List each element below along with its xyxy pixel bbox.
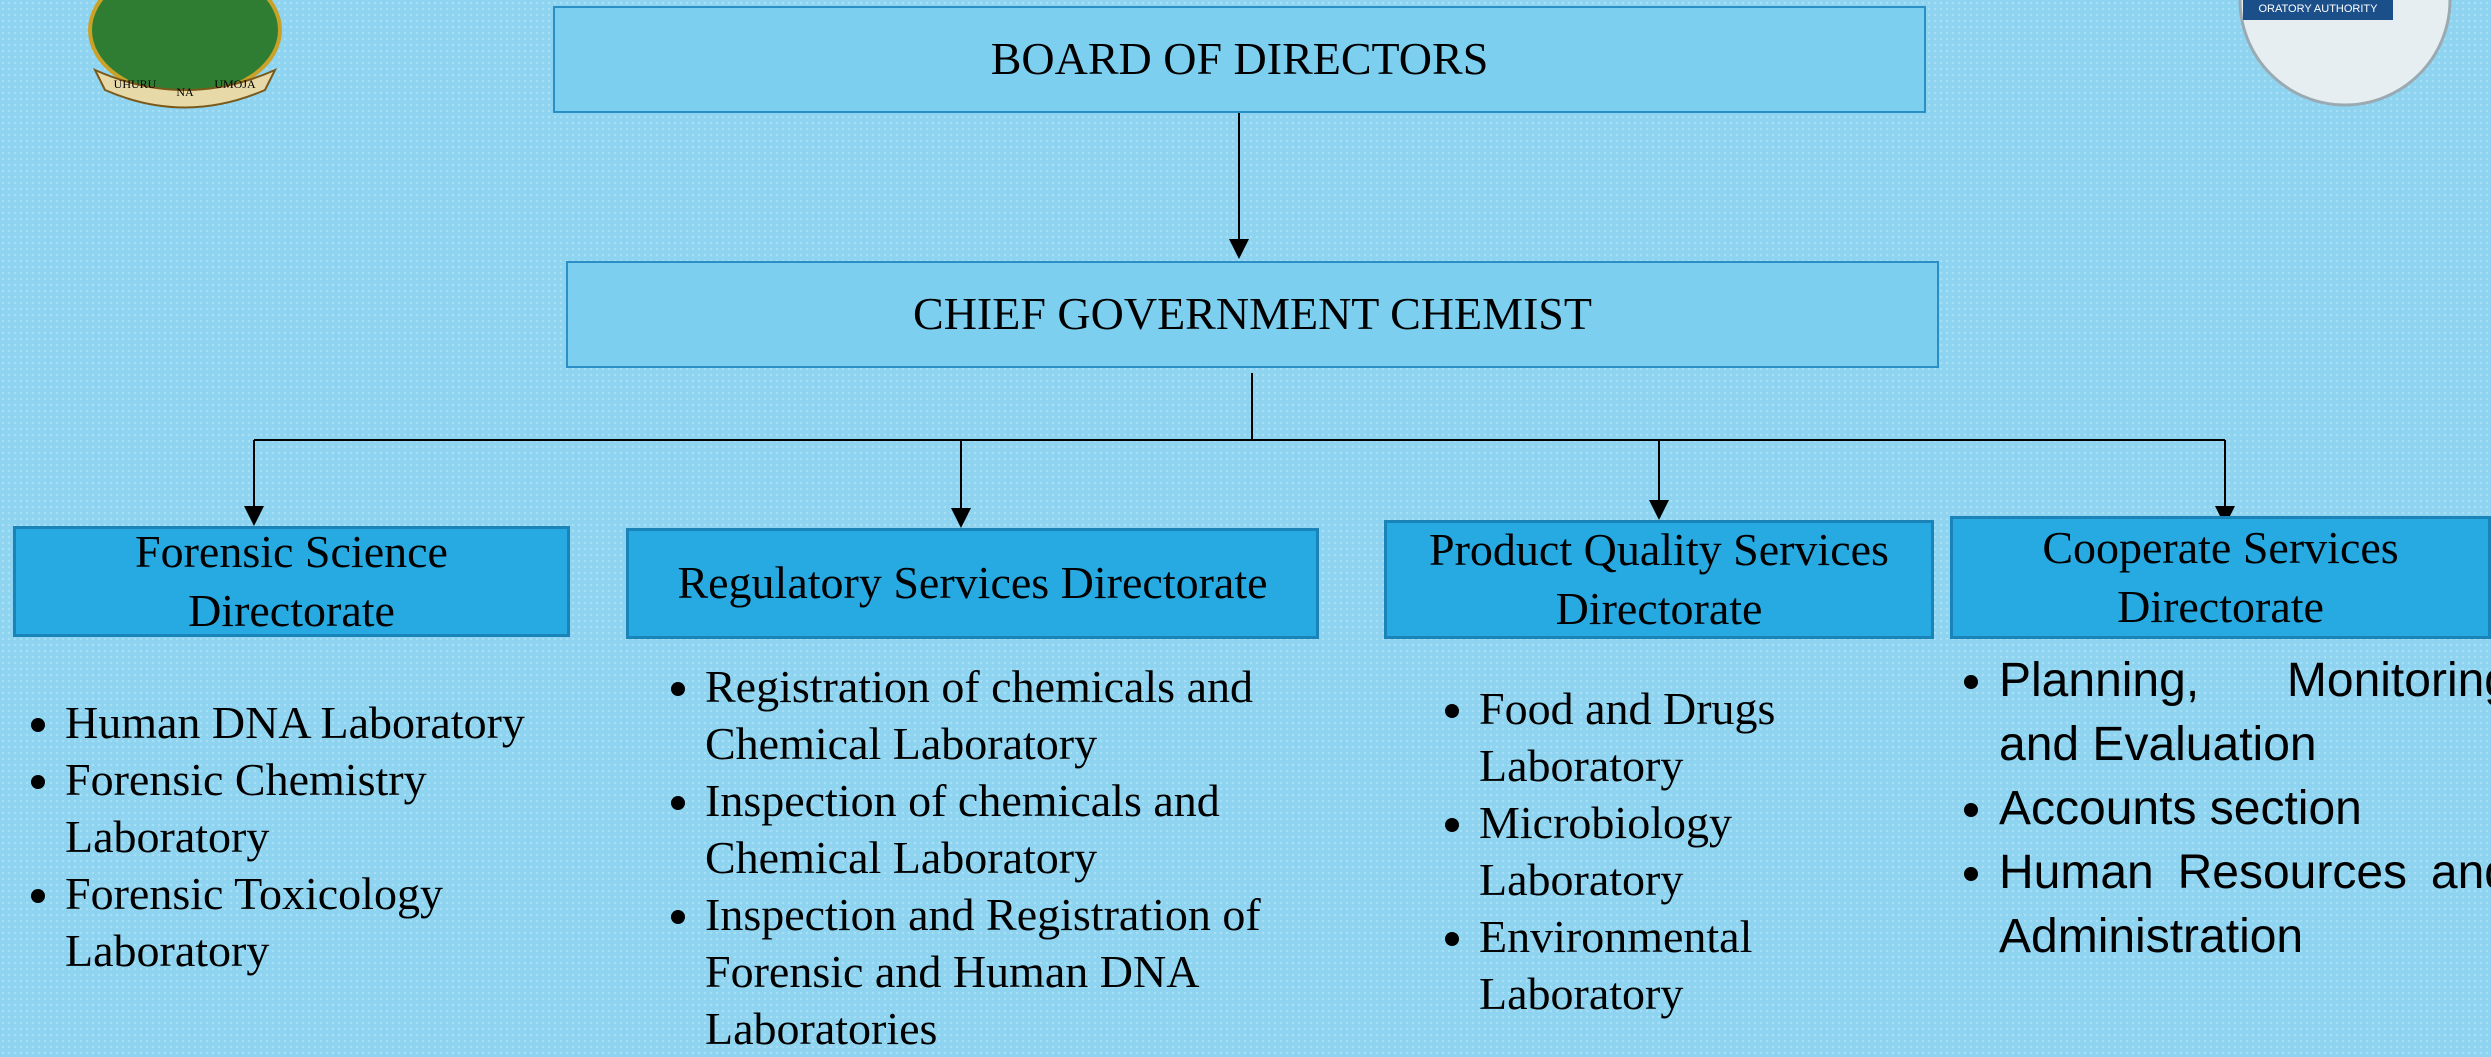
list-item: Microbiology Laboratory (1479, 794, 1869, 908)
list-item: Human DNA Laboratory (65, 694, 605, 751)
logo-left: UHURU NA UMOJA (88, 0, 282, 109)
list-item: Inspection and Registration of Forensic … (705, 886, 1385, 1057)
list-item: Forensic Chemistry Laboratory (65, 751, 605, 865)
list-item: Planning, Monitoring and Evaluation (1999, 649, 2491, 777)
list-item: Inspection of chemicals and Chemical Lab… (705, 772, 1385, 886)
list-item: Forensic Toxicology Laboratory (65, 865, 605, 979)
list-item: Environmental Laboratory (1479, 908, 1869, 1022)
directorate-box: Product Quality Services Directorate (1384, 520, 1934, 639)
chief-box: CHIEF GOVERNMENT CHEMIST (566, 261, 1939, 368)
motto: UMOJA (214, 77, 256, 91)
logo-right: ORATORY AUTHORITY (2238, 0, 2452, 107)
directorate-box: Cooperate Services Directorate (1950, 516, 2491, 639)
logo-text: ORATORY AUTHORITY (2259, 3, 2379, 15)
list-item: Accounts section (1999, 777, 2491, 841)
item-list: Planning, Monitoring and Evaluation Acco… (1935, 649, 2491, 969)
item-list: Registration of chemicals and Chemical L… (653, 658, 1385, 1057)
list-item: Registration of chemicals and Chemical L… (705, 658, 1385, 772)
motto: UHURU (114, 77, 157, 91)
directorate-box: Regulatory Services Directorate (626, 528, 1319, 639)
item-list: Human DNA Laboratory Forensic Chemistry … (13, 694, 605, 979)
item-list: Food and Drugs Laboratory Microbiology L… (1427, 680, 1869, 1022)
directorate-box: Forensic Science Directorate (13, 526, 570, 637)
list-item: Human Resources and Administration (1999, 841, 2491, 969)
board-box: BOARD OF DIRECTORS (553, 6, 1926, 113)
list-item: Food and Drugs Laboratory (1479, 680, 1869, 794)
motto: NA (176, 85, 194, 99)
